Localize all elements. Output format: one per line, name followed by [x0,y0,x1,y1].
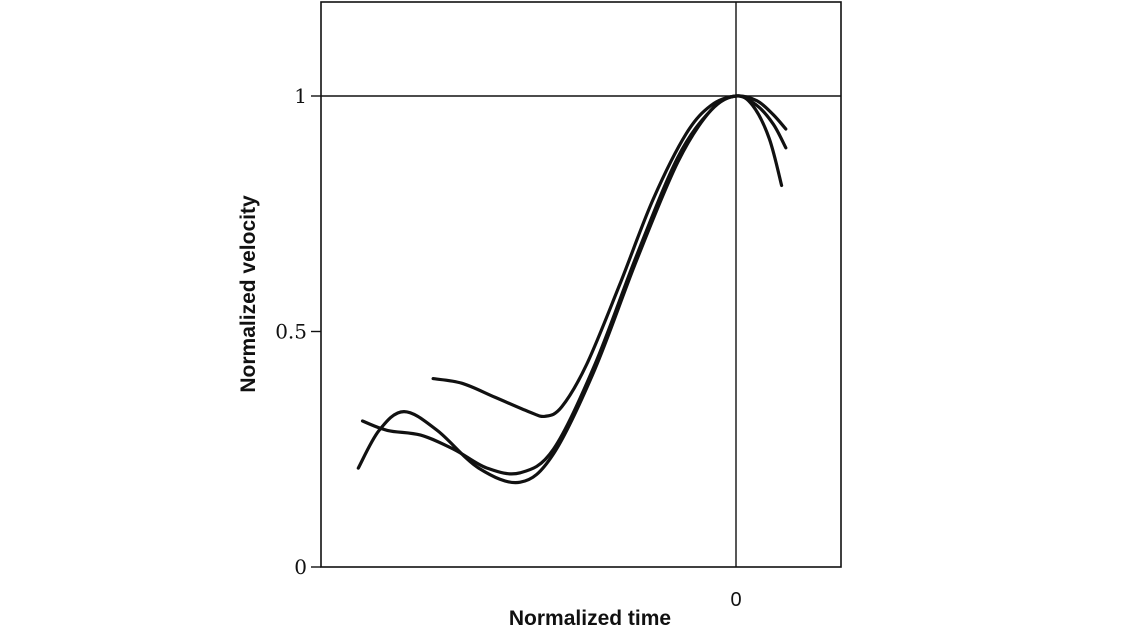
y-ticks: 00.51 [275,84,321,579]
series-lines [356,94,788,485]
series-line-3 [431,94,788,419]
y-axis-title: Normalized velocity [237,195,260,393]
y-tick-label: 0 [294,555,307,579]
x-axis-title: Normalized time [509,607,671,630]
series-line-1 [356,94,784,485]
plot-frame [320,1,842,568]
x-ticks: 0 [730,589,741,611]
y-tick-label: 0.5 [275,320,307,344]
y-tick-label: 1 [294,84,307,108]
x-tick-label: 0 [730,589,741,611]
series-line-2 [360,94,788,476]
